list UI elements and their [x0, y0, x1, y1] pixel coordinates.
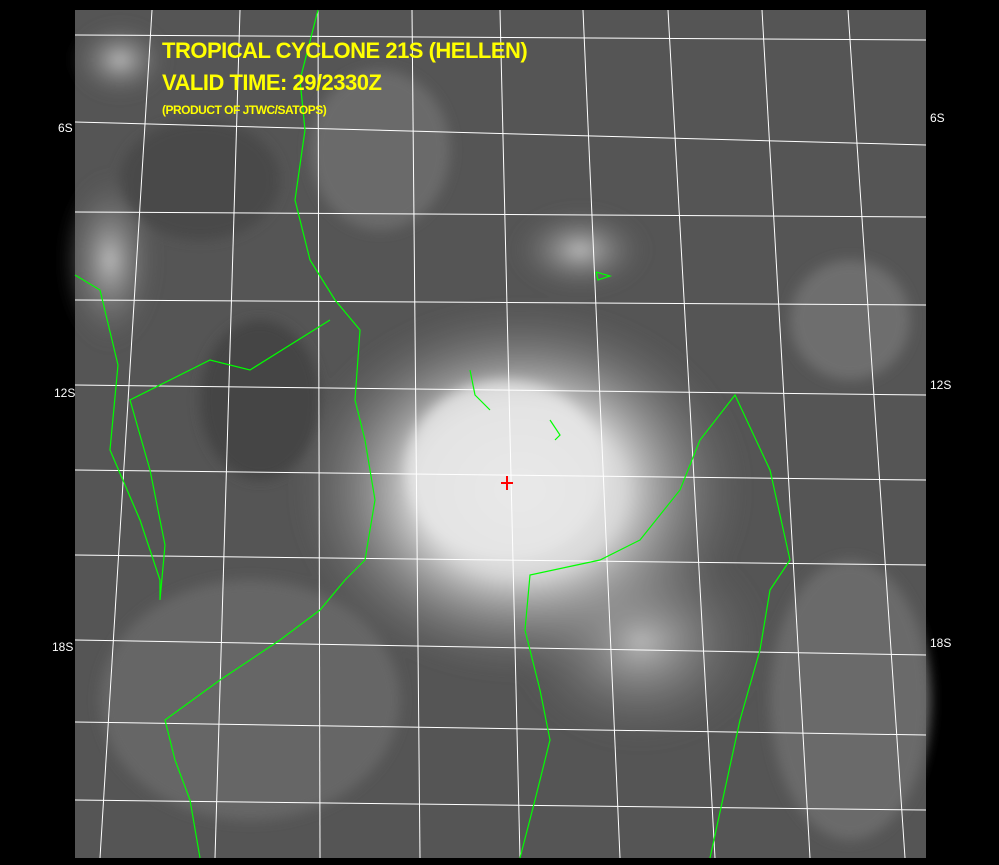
parallel-line — [74, 121, 927, 146]
storm-center-cross-icon — [501, 476, 513, 490]
meridian-line — [582, 9, 621, 859]
lat-label-right-18s: 18S — [930, 636, 952, 650]
coastlines — [74, 9, 791, 859]
meridian-line — [411, 9, 421, 859]
lat-label-left-18s: 18S — [52, 640, 74, 654]
lat-lon-grid — [74, 9, 927, 859]
meridian-line — [317, 9, 321, 859]
title-product: (PRODUCT OF JTWC/SATOPS) — [162, 103, 327, 117]
meridian-line — [847, 9, 906, 859]
meridian-line — [761, 9, 811, 859]
meridian-line — [667, 9, 716, 859]
parallel-line — [74, 469, 927, 481]
lat-label-right-12s: 12S — [930, 378, 952, 392]
parallel-line — [74, 721, 927, 736]
parallel-line — [74, 639, 927, 656]
parallel-line — [74, 211, 927, 218]
title-valid-time: VALID TIME: 29/2330Z — [162, 70, 382, 95]
lat-label-left-6s: 6S — [58, 121, 73, 135]
meridian-line — [99, 9, 153, 859]
lat-label-right-6s: 6S — [930, 111, 945, 125]
lat-label-left-12s: 12S — [54, 386, 76, 400]
title-storm-name: TROPICAL CYCLONE 21S (HELLEN) — [162, 38, 528, 63]
meridian-line — [499, 9, 521, 859]
meridian-line — [214, 9, 241, 859]
parallel-line — [74, 299, 927, 306]
parallel-line — [74, 554, 927, 566]
